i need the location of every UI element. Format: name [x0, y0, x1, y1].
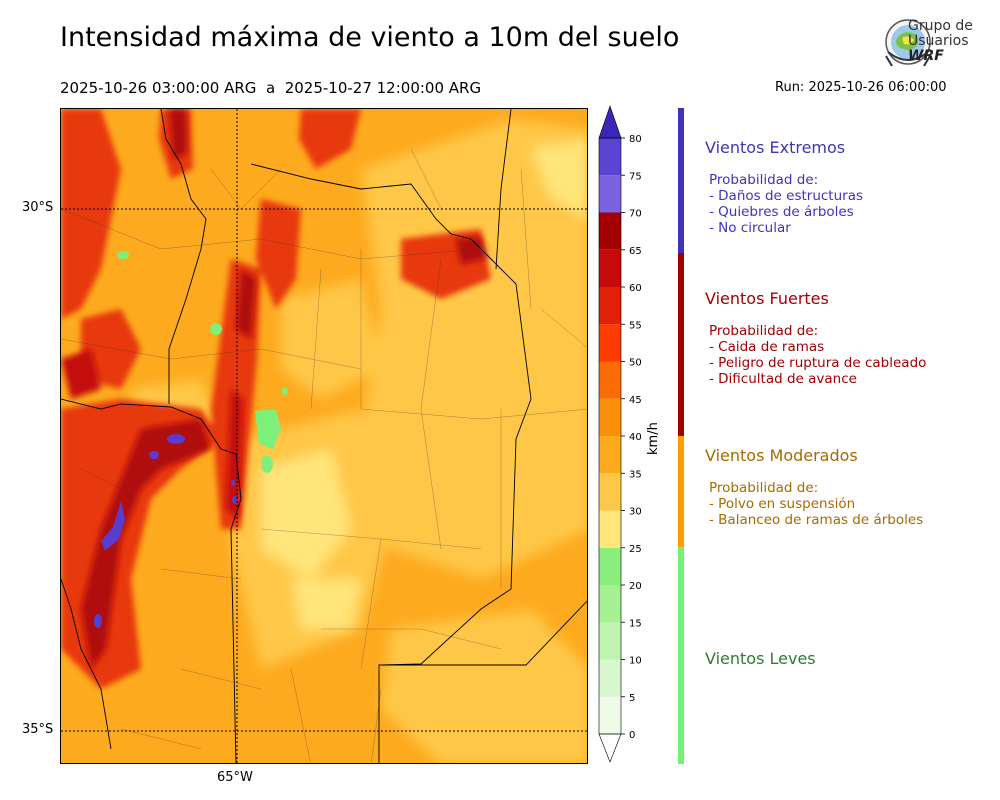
colorbar-tick-label: 60: [629, 283, 642, 294]
colorbar-tick-label: 45: [629, 395, 642, 406]
category-body-strong: Probabilidad de: - Caida de ramas - Peli…: [709, 323, 926, 387]
wind-field: [61, 109, 587, 763]
logo-line-1: Grupo de: [908, 18, 973, 34]
moderate-category-bar: [678, 436, 684, 547]
colorbar-tick-label: 35: [629, 469, 642, 480]
colorbar-tick-label: 0: [629, 730, 635, 741]
category-title-light: Vientos Leves: [705, 649, 816, 668]
province-boundaries: [61, 109, 587, 763]
category-line: Probabilidad de:: [709, 480, 819, 496]
colorbar-tick-label: 75: [629, 171, 642, 182]
colorbar-block: [599, 473, 621, 511]
category-line: - Polvo en suspensión: [709, 496, 856, 512]
colorbar-block: [599, 585, 621, 623]
extreme-category-bar: [678, 108, 684, 253]
category-title-extreme: Vientos Extremos: [705, 138, 846, 157]
logo-line-3: WRF: [908, 48, 944, 64]
colorbar-block: [599, 361, 621, 399]
period-separator: a: [265, 79, 276, 97]
colorbar-tick-label: 30: [629, 507, 642, 518]
globe-satellite-logo-icon: [885, 19, 931, 67]
colorbar: 0 5 10 15 20 25 30 35 40 45 50 55 60 65 70 75 80: [598, 105, 642, 763]
category-title-moderate: Vientos Moderados: [705, 446, 858, 465]
extreme-wind-spots: [94, 434, 238, 628]
colorbar-block: [599, 324, 621, 362]
colorbar-block: [599, 398, 621, 436]
colorbar-block: [599, 659, 621, 697]
colorbar-block: [599, 510, 621, 548]
strong-category-bar: [678, 253, 684, 436]
lat-label-35s: 35°S: [22, 722, 54, 737]
colorbar-block: [599, 622, 621, 660]
colorbar-tick-label: 70: [629, 209, 642, 220]
period-start: 2025-10-26 03:00:00 ARG: [60, 79, 257, 97]
logo-line-2: Usuarios: [908, 33, 969, 49]
colorbar-tick-label: 20: [629, 581, 642, 592]
colorbar-tick-label: 50: [629, 358, 642, 369]
colorbar-tick-label: 10: [629, 656, 642, 667]
category-line: - No circular: [709, 220, 791, 236]
colorbar-unit-label: km/h: [646, 422, 661, 455]
category-line: - Caida de ramas: [709, 339, 825, 355]
map-title: Intensidad máxima de viento a 10m del su…: [60, 22, 680, 53]
forecast-period: 2025-10-26 03:00:00 ARG a 2025-10-27 12:…: [60, 79, 481, 97]
category-line: - Quiebres de árboles: [709, 204, 854, 220]
colorbar-block: [599, 138, 621, 176]
colorbar-blocks: [598, 105, 622, 763]
period-end: 2025-10-27 12:00:00 ARG: [284, 79, 482, 97]
graticule: [61, 109, 587, 763]
colorbar-tick-label: 55: [629, 320, 642, 331]
colorbar-block: [599, 696, 621, 734]
calm-wind-spots: [117, 251, 288, 473]
colorbar-tick-label: 15: [629, 618, 642, 629]
colorbar-block: [599, 175, 621, 213]
colorbar-block: [599, 249, 621, 287]
colorbar-extend-min: [598, 733, 622, 763]
category-body-moderate: Probabilidad de: - Polvo en suspensión -…: [709, 480, 923, 528]
colorbar-tick-label: 25: [629, 544, 642, 555]
category-title-strong: Vientos Fuertes: [705, 289, 829, 308]
category-line: - Daños de estructuras: [709, 188, 864, 204]
colorbar-tick-label: 40: [629, 432, 642, 443]
category-line: - Balanceo de ramas de árboles: [709, 512, 924, 528]
run-time: Run: 2025-10-26 06:00:00: [775, 80, 947, 95]
colorbar-tick-label: 80: [629, 134, 642, 145]
light-category-bar: [678, 547, 684, 764]
colorbar-extend-max: [598, 105, 622, 139]
wind-map: [60, 108, 588, 764]
category-line: - Peligro de ruptura de cableado: [709, 355, 927, 371]
colorbar-block: [599, 436, 621, 474]
category-line: Probabilidad de:: [709, 323, 819, 339]
colorbar-ticks: 0 5 10 15 20 25 30 35 40 45 50 55 60 65 70 75 80: [621, 134, 642, 741]
category-body-extreme: Probabilidad de: - Daños de estructuras …: [709, 172, 863, 236]
colorbar-tick-label: 5: [629, 693, 635, 704]
lon-label-65w: 65°W: [217, 770, 253, 785]
colorbar-block: [599, 547, 621, 585]
colorbar-tick-label: 65: [629, 246, 642, 257]
lat-label-30s: 30°S: [22, 200, 54, 215]
category-line: Probabilidad de:: [709, 172, 819, 188]
colorbar-block: [599, 212, 621, 250]
colorbar-block: [599, 287, 621, 325]
logo-text: Grupo de Usuarios WRF: [908, 19, 973, 64]
category-line: - Dificultad de avance: [709, 371, 857, 387]
